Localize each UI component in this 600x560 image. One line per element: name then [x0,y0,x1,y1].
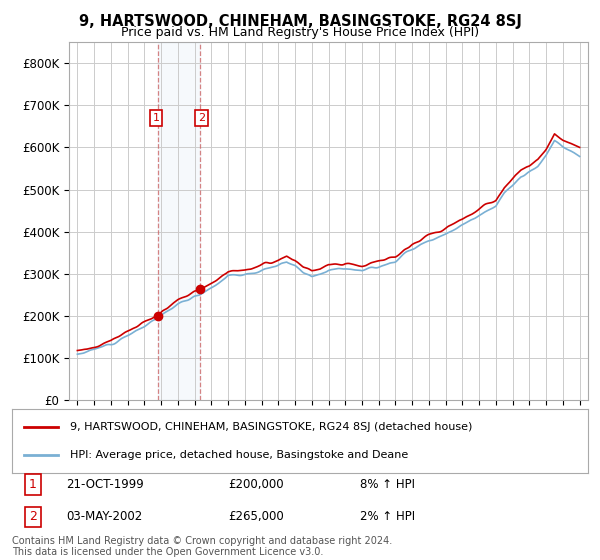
Text: £200,000: £200,000 [228,478,284,491]
Text: Price paid vs. HM Land Registry's House Price Index (HPI): Price paid vs. HM Land Registry's House … [121,26,479,39]
Text: 8% ↑ HPI: 8% ↑ HPI [360,478,415,491]
Text: 9, HARTSWOOD, CHINEHAM, BASINGSTOKE, RG24 8SJ (detached house): 9, HARTSWOOD, CHINEHAM, BASINGSTOKE, RG2… [70,422,472,432]
Text: 2: 2 [198,113,205,123]
Text: 2: 2 [29,510,37,524]
Text: 2% ↑ HPI: 2% ↑ HPI [360,510,415,524]
Text: Contains HM Land Registry data © Crown copyright and database right 2024.
This d: Contains HM Land Registry data © Crown c… [12,535,392,557]
Text: 1: 1 [29,478,37,491]
Text: £265,000: £265,000 [228,510,284,524]
Text: HPI: Average price, detached house, Basingstoke and Deane: HPI: Average price, detached house, Basi… [70,450,408,460]
Text: 9, HARTSWOOD, CHINEHAM, BASINGSTOKE, RG24 8SJ: 9, HARTSWOOD, CHINEHAM, BASINGSTOKE, RG2… [79,14,521,29]
Text: 03-MAY-2002: 03-MAY-2002 [66,510,142,524]
Text: 1: 1 [152,113,160,123]
Bar [158,42,200,400]
Text: 21-OCT-1999: 21-OCT-1999 [66,478,144,491]
